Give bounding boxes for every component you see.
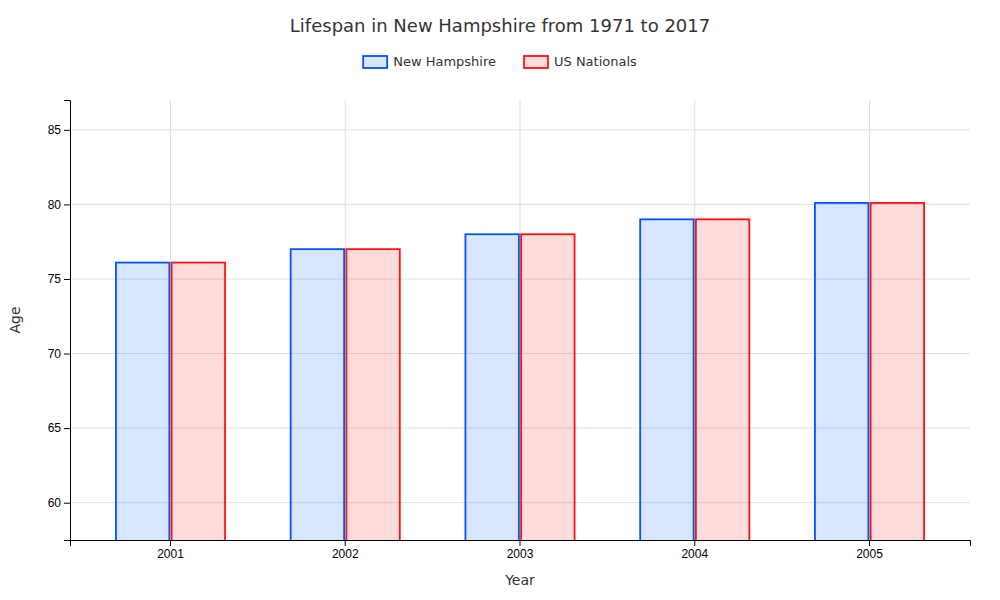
- tick-mark: [64, 279, 70, 280]
- tick: 70: [48, 347, 70, 361]
- bar: [696, 219, 749, 540]
- bar-series: [172, 203, 924, 540]
- legend: New Hampshire US Nationals: [363, 54, 637, 69]
- tick: 80: [48, 198, 70, 212]
- bar: [346, 249, 399, 540]
- tick-mark: [64, 130, 70, 131]
- tick-mark: [869, 540, 870, 546]
- tick: 65: [48, 421, 70, 435]
- tick-label: 85: [48, 123, 62, 137]
- tick-mark: [64, 354, 70, 355]
- legend-label: New Hampshire: [393, 54, 496, 69]
- bar: [291, 249, 344, 540]
- plot: 60 65 70 75 80 85 2001 2002 2003 2004 2005: [48, 100, 971, 600]
- tick-mark: [520, 540, 521, 546]
- tick-mark: [170, 540, 171, 546]
- tick-label: 2004: [681, 547, 708, 561]
- bar: [640, 219, 693, 540]
- tick: 2005: [856, 540, 883, 561]
- bar: [521, 234, 574, 540]
- tick-label: 2001: [157, 547, 184, 561]
- legend-item: US Nationals: [524, 54, 637, 69]
- tick: 2004: [681, 540, 708, 561]
- bar: [465, 234, 518, 540]
- tick-label: 70: [48, 347, 62, 361]
- legend-label: US Nationals: [554, 54, 637, 69]
- tick: 2003: [507, 540, 534, 561]
- bar: [871, 203, 924, 540]
- tick: 85: [48, 123, 70, 137]
- title: Lifespan in New Hampshire from 1971 to 2…: [290, 15, 710, 36]
- tick-mark: [64, 428, 70, 429]
- bar: [815, 203, 868, 540]
- legend-swatch: [524, 56, 548, 68]
- x-axis-title: Year: [504, 572, 535, 588]
- tick-mark: [345, 540, 346, 546]
- bar-series: [116, 203, 868, 540]
- tick-mark: [64, 503, 70, 504]
- tick-label: 65: [48, 421, 62, 435]
- tick: 2002: [332, 540, 359, 561]
- tick-mark: [64, 204, 70, 205]
- tick-label: 75: [48, 272, 62, 286]
- bars: [116, 203, 924, 540]
- x-axis: 2001 2002 2003 2004 2005: [71, 540, 971, 561]
- bar: [116, 263, 169, 540]
- y-axis: 60 65 70 75 80 85: [48, 101, 71, 541]
- axis-line: [71, 541, 971, 547]
- tick-label: 2002: [332, 547, 359, 561]
- tick-label: 2003: [507, 547, 534, 561]
- tick-label: 2005: [856, 547, 883, 561]
- y-axis-title: Age: [7, 306, 23, 333]
- tick-label: 80: [48, 198, 62, 212]
- tick: 2001: [157, 540, 184, 561]
- tick-mark: [694, 540, 695, 546]
- axis-line: [64, 101, 71, 541]
- bar: [172, 263, 225, 540]
- tick-label: 60: [48, 496, 62, 510]
- chart: 60 65 70 75 80 85 2001 2002 2003 2004 2005 Year Age L…: [0, 0, 1000, 600]
- tick: 75: [48, 272, 70, 286]
- tick: 60: [48, 496, 70, 510]
- legend-item: New Hampshire: [363, 54, 496, 69]
- legend-swatch: [363, 56, 387, 68]
